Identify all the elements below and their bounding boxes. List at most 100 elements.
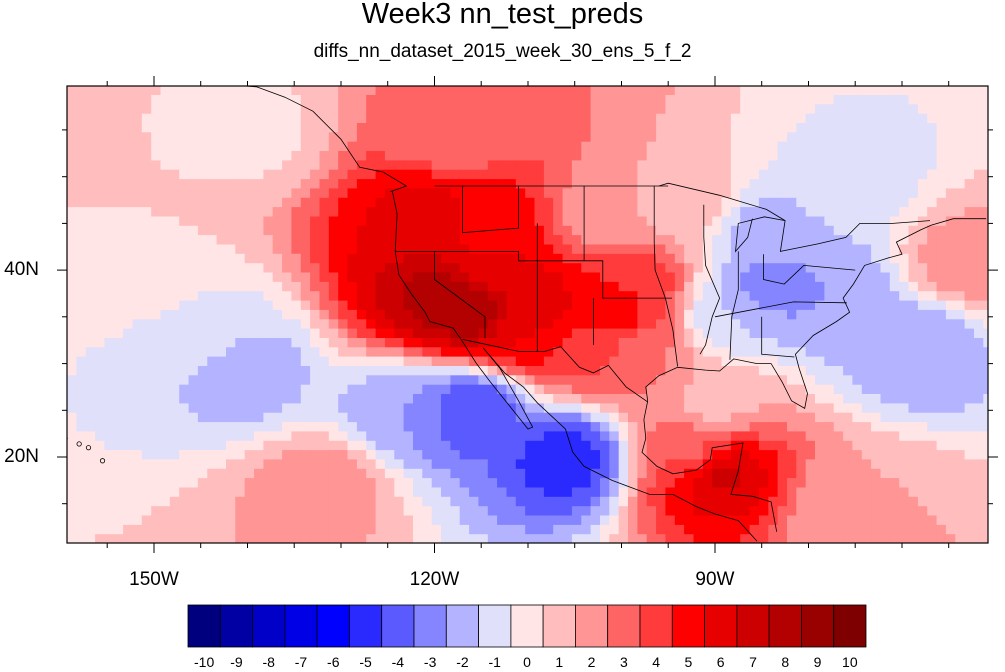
- field-cell: [441, 468, 451, 478]
- field-cell: [647, 309, 657, 319]
- field-cell: [432, 403, 442, 413]
- field-cell: [694, 496, 704, 506]
- field-cell: [609, 524, 619, 534]
- field-cell: [282, 384, 292, 394]
- field-cell: [207, 394, 217, 404]
- field-cell: [460, 524, 470, 534]
- field-cell: [413, 291, 423, 301]
- field-cell: [852, 534, 862, 544]
- field-cell: [768, 337, 778, 347]
- field-cell: [637, 113, 647, 123]
- field-cell: [563, 319, 573, 329]
- field-cell: [488, 487, 498, 497]
- field-cell: [507, 347, 517, 357]
- field-cell: [235, 300, 245, 310]
- field-cell: [320, 188, 330, 198]
- field-cell: [170, 132, 180, 142]
- field-cell: [413, 216, 423, 226]
- field-cell: [937, 515, 947, 525]
- field-cell: [282, 394, 292, 404]
- field-cell: [881, 431, 891, 441]
- field-cell: [712, 347, 722, 357]
- field-cell: [291, 422, 301, 432]
- field-cell: [759, 160, 769, 170]
- field-cell: [282, 253, 292, 263]
- field-cell: [965, 300, 975, 310]
- field-cell: [750, 244, 760, 254]
- field-cell: [357, 487, 367, 497]
- field-cell: [637, 291, 647, 301]
- field-cell: [376, 403, 386, 413]
- field-cell: [67, 319, 77, 329]
- field-cell: [852, 300, 862, 310]
- field-cell: [778, 291, 788, 301]
- field-cell: [385, 459, 395, 469]
- field-cell: [469, 478, 479, 488]
- field-cell: [235, 263, 245, 273]
- field-cell: [338, 328, 348, 338]
- field-cell: [114, 291, 124, 301]
- field-cell: [881, 440, 891, 450]
- field-cell: [563, 384, 573, 394]
- field-cell: [67, 94, 77, 104]
- field-cell: [525, 468, 535, 478]
- field-cell: [909, 188, 919, 198]
- field-cell: [170, 394, 180, 404]
- field-cell: [170, 281, 180, 291]
- field-cell: [768, 309, 778, 319]
- field-cell: [104, 487, 114, 497]
- field-cell: [404, 319, 414, 329]
- field-cell: [170, 347, 180, 357]
- field-cell: [404, 244, 414, 254]
- field-cell: [544, 113, 554, 123]
- field-cell: [553, 440, 563, 450]
- field-cell: [581, 253, 591, 263]
- field-cell: [198, 496, 208, 506]
- field-cell: [376, 365, 386, 375]
- field-cell: [899, 515, 909, 525]
- field-cell: [217, 216, 227, 226]
- field-cell: [151, 141, 161, 151]
- field-cell: [815, 496, 825, 506]
- field-cell: [320, 169, 330, 179]
- field-cell: [778, 356, 788, 366]
- field-cell: [834, 515, 844, 525]
- field-cell: [469, 94, 479, 104]
- field-cell: [497, 506, 507, 516]
- field-cell: [796, 253, 806, 263]
- field-cell: [525, 160, 535, 170]
- field-cell: [750, 263, 760, 273]
- field-cell: [806, 403, 816, 413]
- field-cell: [142, 216, 152, 226]
- field-cell: [619, 104, 629, 114]
- field-cell: [254, 412, 264, 422]
- field-cell: [170, 151, 180, 161]
- field-cell: [366, 216, 376, 226]
- field-cell: [965, 347, 975, 357]
- field-cell: [394, 309, 404, 319]
- field-cell: [628, 412, 638, 422]
- field-cell: [123, 440, 133, 450]
- field-cell: [67, 122, 77, 132]
- field-cell: [694, 122, 704, 132]
- field-cell: [507, 459, 517, 469]
- field-cell: [114, 197, 124, 207]
- field-cell: [291, 319, 301, 329]
- field-cell: [591, 487, 601, 497]
- field-cell: [217, 412, 227, 422]
- field-cell: [806, 94, 816, 104]
- field-cell: [291, 394, 301, 404]
- field-cell: [432, 515, 442, 525]
- field-cell: [301, 216, 311, 226]
- field-cell: [965, 104, 975, 114]
- field-cell: [600, 440, 610, 450]
- field-cell: [722, 207, 732, 217]
- field-cell: [843, 272, 853, 282]
- field-cell: [787, 365, 797, 375]
- field-cell: [525, 235, 535, 245]
- field-cell: [703, 281, 713, 291]
- field-cell: [450, 151, 460, 161]
- field-cell: [76, 169, 86, 179]
- field-cell: [86, 104, 96, 114]
- field-cell: [226, 235, 236, 245]
